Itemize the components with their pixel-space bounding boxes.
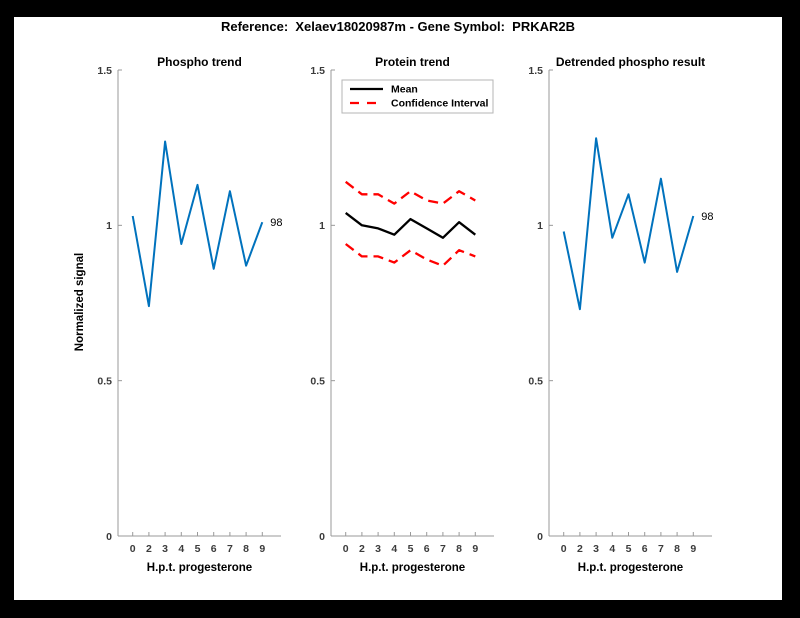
x-tick-label: 5 xyxy=(408,543,414,555)
y-tick-label: 1 xyxy=(319,220,325,232)
y-tick-label: 0.5 xyxy=(528,375,543,387)
y-tick-label: 1.5 xyxy=(97,65,112,77)
figure-title: Reference: Xelaev18020987m - Gene Symbol… xyxy=(220,19,576,34)
x-tick-label: 8 xyxy=(674,543,680,555)
x-tick-label: 6 xyxy=(642,543,648,555)
x-tick-label: 7 xyxy=(227,543,233,555)
x-axis-label: H.p.t. progesterone xyxy=(360,562,465,574)
figure-canvas: Reference: Xelaev18020987m - Gene Symbol… xyxy=(14,17,782,600)
series-mean xyxy=(345,211,477,239)
x-tick-label: 7 xyxy=(658,543,664,555)
x-tick-label: 0 xyxy=(343,543,349,555)
x-tick-label: 7 xyxy=(440,543,446,555)
x-tick-label: 9 xyxy=(259,543,265,555)
y-tick-label: 0 xyxy=(106,531,112,543)
end-annotation: 98 xyxy=(701,211,713,223)
legend-label-confidence-interval: Confidence Interval xyxy=(391,98,489,110)
y-tick-label: 0 xyxy=(319,531,325,543)
panel-title: Detrended phospho result xyxy=(556,55,705,69)
x-tick-label: 2 xyxy=(146,543,152,555)
x-tick-label: 9 xyxy=(472,543,478,555)
x-tick-label: 0 xyxy=(561,543,567,555)
x-tick-label: 5 xyxy=(626,543,632,555)
x-tick-label: 3 xyxy=(593,543,599,555)
y-tick-label: 0 xyxy=(537,531,543,543)
series-confidence-upper xyxy=(344,180,476,205)
x-tick-label: 0 xyxy=(130,543,136,555)
x-axis-label: H.p.t. progesterone xyxy=(578,562,683,574)
x-tick-label: 4 xyxy=(178,543,184,555)
x-tick-label: 2 xyxy=(577,543,583,555)
panel-title: Phospho trend xyxy=(157,55,242,69)
y-tick-label: 0.5 xyxy=(310,375,325,387)
y-tick-label: 1.5 xyxy=(528,65,543,77)
x-tick-label: 8 xyxy=(456,543,462,555)
series-phospho-signal xyxy=(131,140,264,308)
x-tick-label: 2 xyxy=(359,543,365,555)
x-tick-label: 8 xyxy=(243,543,249,555)
x-tick-label: 3 xyxy=(162,543,168,555)
x-tick-label: 9 xyxy=(690,543,696,555)
legend-label-mean: Mean xyxy=(391,84,418,96)
panel-title: Protein trend xyxy=(375,55,450,69)
y-axis-label: Normalized signal xyxy=(74,253,86,351)
y-tick-label: 0.5 xyxy=(97,375,112,387)
y-tick-label: 1.5 xyxy=(310,65,325,77)
legend-box xyxy=(341,79,494,114)
series-detrended-phospho-signal xyxy=(562,137,695,311)
x-tick-label: 3 xyxy=(375,543,381,555)
x-tick-label: 5 xyxy=(195,543,201,555)
series-confidence-lower xyxy=(345,243,476,267)
x-tick-label: 6 xyxy=(211,543,217,555)
x-axis-label: H.p.t. progesterone xyxy=(147,562,252,574)
x-tick-label: 4 xyxy=(391,543,397,555)
x-tick-label: 4 xyxy=(609,543,615,555)
legend: Mean Confidence Interval xyxy=(341,79,494,114)
end-annotation: 98 xyxy=(270,217,282,229)
x-tick-label: 6 xyxy=(424,543,430,555)
y-tick-label: 1 xyxy=(537,220,543,232)
y-tick-label: 1 xyxy=(106,220,112,232)
